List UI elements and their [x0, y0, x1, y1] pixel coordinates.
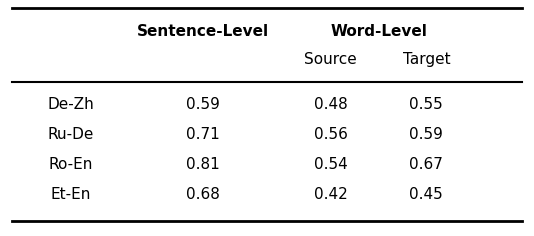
- Text: 0.56: 0.56: [314, 127, 348, 142]
- Text: 0.45: 0.45: [410, 187, 443, 202]
- Text: Et-En: Et-En: [50, 187, 91, 202]
- Text: Source: Source: [304, 52, 357, 67]
- Text: 0.54: 0.54: [314, 157, 348, 172]
- Text: 0.71: 0.71: [186, 127, 220, 142]
- Text: 0.42: 0.42: [314, 187, 348, 202]
- Text: De-Zh: De-Zh: [47, 97, 94, 111]
- Text: 0.59: 0.59: [186, 97, 220, 111]
- Text: Target: Target: [403, 52, 450, 67]
- Text: 0.81: 0.81: [186, 157, 220, 172]
- Text: 0.59: 0.59: [410, 127, 443, 142]
- Text: Word-Level: Word-Level: [330, 24, 427, 39]
- Text: 0.67: 0.67: [410, 157, 443, 172]
- Text: Ru-De: Ru-De: [48, 127, 93, 142]
- Text: Ro-En: Ro-En: [48, 157, 92, 172]
- Text: 0.55: 0.55: [410, 97, 443, 111]
- Text: Sentence-Level: Sentence-Level: [137, 24, 269, 39]
- Text: 0.48: 0.48: [314, 97, 348, 111]
- Text: 0.68: 0.68: [186, 187, 220, 202]
